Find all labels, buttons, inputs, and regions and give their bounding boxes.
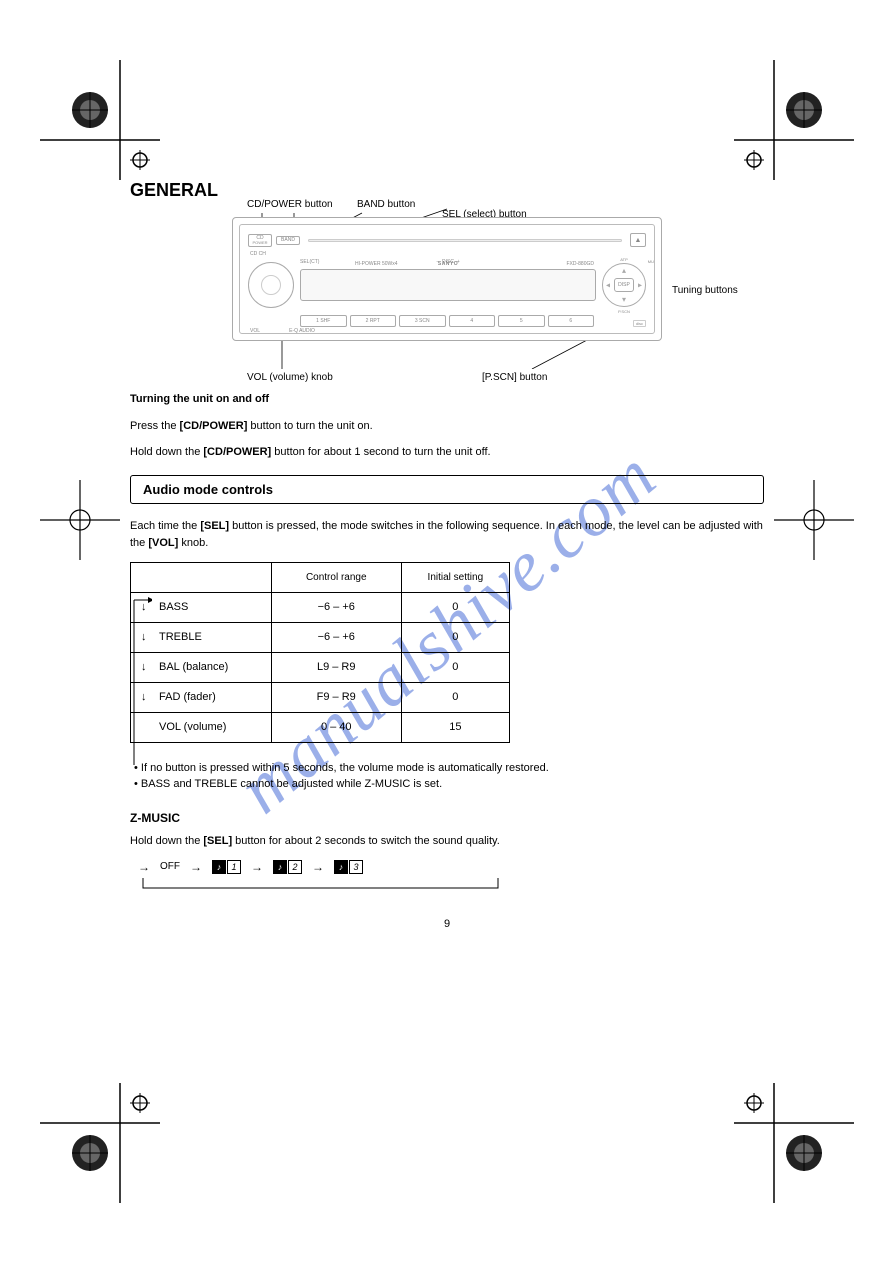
mu-label: MU (648, 259, 654, 264)
page-content: GENERAL CD/POWER button BAND button SEL … (130, 180, 764, 890)
zmusic-mode-1: ♪1 (212, 860, 241, 874)
callout-cd-power: CD/POWER button (247, 199, 333, 210)
crop-mark (40, 480, 120, 560)
dpad: ▴ ▾ ◂ ▸ DISP (602, 263, 646, 307)
cd-slot (308, 239, 622, 242)
power-off-text: Hold down the [CD/POWER] button for abou… (130, 444, 764, 461)
crop-mark (40, 60, 160, 180)
zmusic-flow: → OFF → ♪1 → ♪2 → ♪3 (130, 860, 510, 890)
callout-vol: VOL (volume) knob (247, 372, 333, 383)
left-arrow-icon: ◂ (606, 281, 610, 290)
crop-mark (734, 60, 854, 180)
callout-band: BAND button (357, 199, 415, 210)
table-row: ↓BAL (balance) L9 – R9 0 (131, 652, 510, 682)
select-label: SEL(CT) (300, 259, 319, 265)
zmusic-mode-2: ♪2 (273, 860, 302, 874)
arrow-icon: → (251, 860, 263, 874)
table-row: ↓TREBLE −6 – +6 0 (131, 622, 510, 652)
zmusic-intro: Hold down the [SEL] button for about 2 s… (130, 833, 764, 850)
atp-label: ATP (620, 257, 627, 262)
crop-mark (40, 1083, 160, 1203)
callout-tuning: Tuning buttons (672, 285, 738, 296)
cd-ch-label: CD CH (250, 251, 646, 257)
table-row: VOL (volume) 0 – 40 15 (131, 712, 510, 742)
arrow-icon: → (138, 860, 150, 874)
eject-button: ▲ (630, 233, 646, 247)
power-heading: Turning the unit on and off (130, 391, 764, 408)
arrow-icon: → (312, 860, 324, 874)
audio-mode-table: Control range Initial setting ↓BASS −6 –… (130, 562, 510, 743)
cd-power-button: CD POWER (248, 234, 272, 247)
cd-logo-icon: disc (633, 320, 646, 327)
band-button: BAND (276, 236, 300, 245)
device-diagram: CD/POWER button BAND button SEL (select)… (232, 217, 662, 341)
zmusic-mode-3: ♪3 (334, 860, 363, 874)
col-init: Initial setting (401, 562, 509, 592)
audio-mode-header: Audio mode controls (130, 475, 764, 504)
up-arrow-icon: ▴ (622, 266, 626, 275)
col-range: Control range (271, 562, 401, 592)
section-title: GENERAL (130, 180, 764, 201)
preset-3: 3 SCN (399, 315, 446, 327)
vol-label: VOL (250, 328, 260, 334)
right-arrow-icon: ▸ (638, 281, 642, 290)
power-on-text: Press the [CD/POWER] button to turn the … (130, 418, 764, 435)
notes-list: If no button is pressed within 5 seconds… (130, 760, 764, 793)
crop-mark (734, 1083, 854, 1203)
model-label: FXD-880GD (566, 261, 594, 267)
eq-audio-label: E-Q AUDIO (289, 328, 315, 334)
table-row: ↓BASS −6 – +6 0 (131, 592, 510, 622)
zmusic-heading: Z-MUSIC (130, 811, 764, 825)
preset-5: 5 (498, 315, 545, 327)
crop-mark (774, 480, 854, 560)
down-arrow-icon: ▾ (622, 295, 626, 304)
page-number: 9 (444, 918, 450, 930)
zmusic-off: OFF (160, 861, 180, 872)
power-label: HI-POWER 50Wx4 (355, 261, 398, 267)
preset-4: 4 (449, 315, 496, 327)
disp-button: DISP (614, 278, 634, 292)
note-item: BASS and TREBLE cannot be adjusted while… (130, 776, 764, 793)
note-item: If no button is pressed within 5 seconds… (130, 760, 764, 777)
volume-knob (248, 262, 294, 308)
preset-2: 2 RPT (350, 315, 397, 327)
lcd-display (300, 269, 596, 301)
table-row: ↓FAD (fader) F9 – R9 0 (131, 682, 510, 712)
callout-pscn: [P.SCN] button (482, 372, 547, 383)
pscn-label: P.SCN (618, 309, 630, 314)
preset-6: 6 (548, 315, 595, 327)
arrow-icon: → (190, 860, 202, 874)
audio-intro: Each time the [SEL] button is pressed, t… (130, 518, 764, 552)
preset-1: 1 SHF (300, 315, 347, 327)
